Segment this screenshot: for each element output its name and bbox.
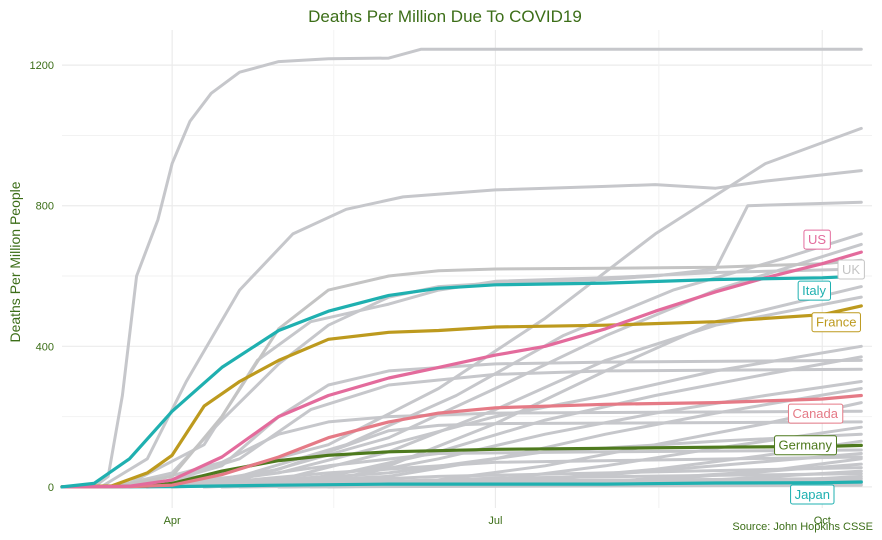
series-line-canada [60,393,863,489]
series-label-text: Germany [779,438,833,453]
series-label-text: Canada [792,406,838,421]
x-tick-label: Oct [814,515,831,527]
background-series-line [170,455,863,489]
highlighted-series-group [60,250,863,489]
series-label-canada: Canada [787,403,844,424]
series-label-box [811,312,861,333]
series-line-france [60,304,863,489]
series-label-germany: Germany [774,435,837,456]
series-label-box [803,229,831,250]
series-label-uk: UK [837,259,865,280]
series-labels-group: US UK Italy France Canada Germany Japan [774,229,865,505]
series-label-box [787,403,844,424]
background-series-line [128,232,863,489]
background-series-line [170,448,863,489]
y-tick-label: 800 [36,201,54,213]
series-line-italy [60,274,863,489]
background-series-line [170,387,863,489]
background-series-line [170,420,863,489]
series-line-uk [60,258,863,489]
series-line-us [60,250,863,489]
background-series-line [92,47,863,489]
y-tick-label: 0 [48,482,54,494]
series-label-box [774,435,837,456]
series-label-text: Japan [795,487,830,502]
series-label-text: France [816,315,856,330]
x-axis-ticks: Apr Jul Oct [164,515,831,527]
chart-title: Deaths Per Million Due To COVID19 [308,7,582,26]
series-label-japan: Japan [790,484,835,505]
y-tick-label: 400 [36,341,54,353]
background-series-group [92,47,863,489]
series-label-italy: Italy [797,280,831,301]
series-label-box [790,484,835,505]
series-label-us: US [803,229,831,250]
series-label-box [797,280,831,301]
y-tick-label: 1200 [30,60,54,72]
series-label-france: France [811,312,861,333]
background-series-line [309,483,863,489]
background-series-line [99,169,863,489]
series-label-text: US [808,232,826,247]
x-tick-label: Apr [164,515,181,527]
source-caption: Source: John Hopkins CSSE [732,521,873,533]
background-series-line [145,367,863,489]
series-label-box [837,259,865,280]
background-series-line [128,409,863,489]
y-axis-label: Deaths Per Million People [7,181,23,342]
series-label-text: Italy [802,283,826,298]
y-axis-ticks: 0 400 800 1200 [30,60,54,494]
x-tick-label: Jul [488,515,502,527]
series-line-japan [60,480,863,489]
background-series-line [110,200,863,489]
series-label-text: UK [842,262,860,277]
